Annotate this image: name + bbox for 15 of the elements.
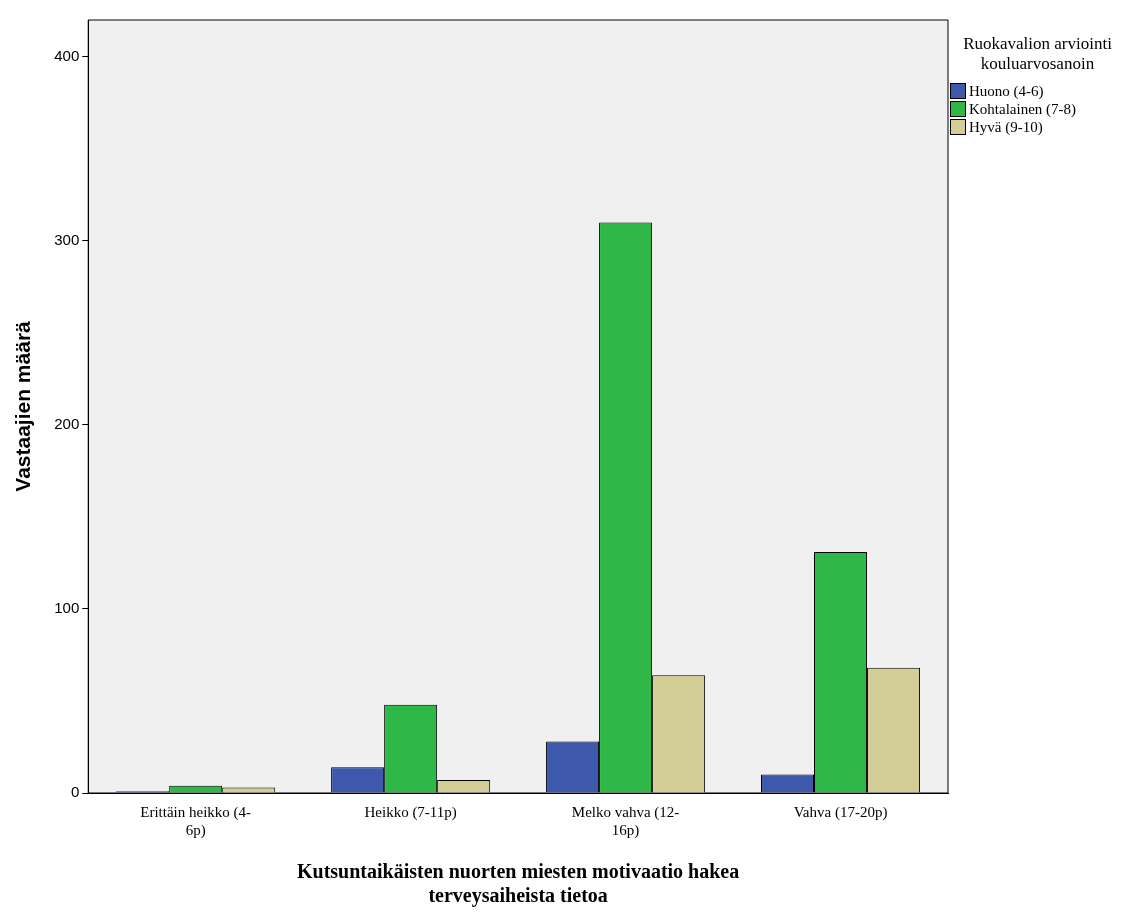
legend-title: Ruokavalion arviointi kouluarvosanoin — [962, 34, 1113, 74]
x-tick-label: Vahva (17-20p) — [793, 803, 888, 821]
legend-label: Hyvä (9-10) — [969, 118, 1043, 136]
y-tick-label: 300 — [54, 231, 80, 248]
y-tick-label: 100 — [54, 599, 80, 617]
x-tick-label: Melko vahva (12-16p) — [571, 803, 680, 839]
y-tick-label: 400 — [54, 46, 80, 64]
x-tick-label: Heikko (7-11p) — [364, 803, 457, 821]
legend-label: Huono (4-6) — [969, 82, 1044, 100]
y-tick-label: 0 — [70, 783, 80, 801]
x-tick-label: Erittäin heikko (4-6p) — [140, 803, 252, 839]
y-axis-title: Vastaajien määrä — [11, 320, 35, 492]
legend-label: Kohtalainen (7-8) — [969, 100, 1077, 118]
y-tick-label: 200 — [54, 415, 80, 433]
x-axis-title: Kutsuntaikäisten nuorten miesten motivaatio hakea terveysaiheista tietoa — [296, 860, 740, 908]
